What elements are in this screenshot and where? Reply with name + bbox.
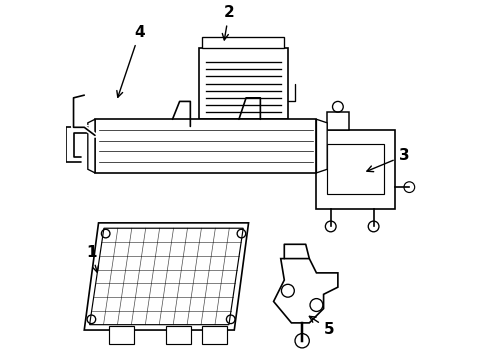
Bar	[167, 327, 192, 344]
Bar	[202, 327, 227, 344]
Polygon shape	[327, 112, 348, 130]
Text: 4: 4	[117, 25, 145, 97]
Polygon shape	[317, 119, 327, 173]
Polygon shape	[198, 48, 288, 119]
Polygon shape	[84, 223, 248, 330]
Bar	[109, 327, 134, 344]
Text: 5: 5	[309, 316, 334, 337]
Polygon shape	[202, 37, 284, 48]
Polygon shape	[88, 119, 95, 173]
Polygon shape	[273, 258, 338, 323]
Text: 3: 3	[367, 148, 409, 172]
Polygon shape	[217, 119, 270, 134]
Text: 2: 2	[222, 5, 234, 40]
Polygon shape	[95, 119, 317, 173]
Text: 1: 1	[86, 245, 98, 272]
Polygon shape	[317, 130, 395, 208]
